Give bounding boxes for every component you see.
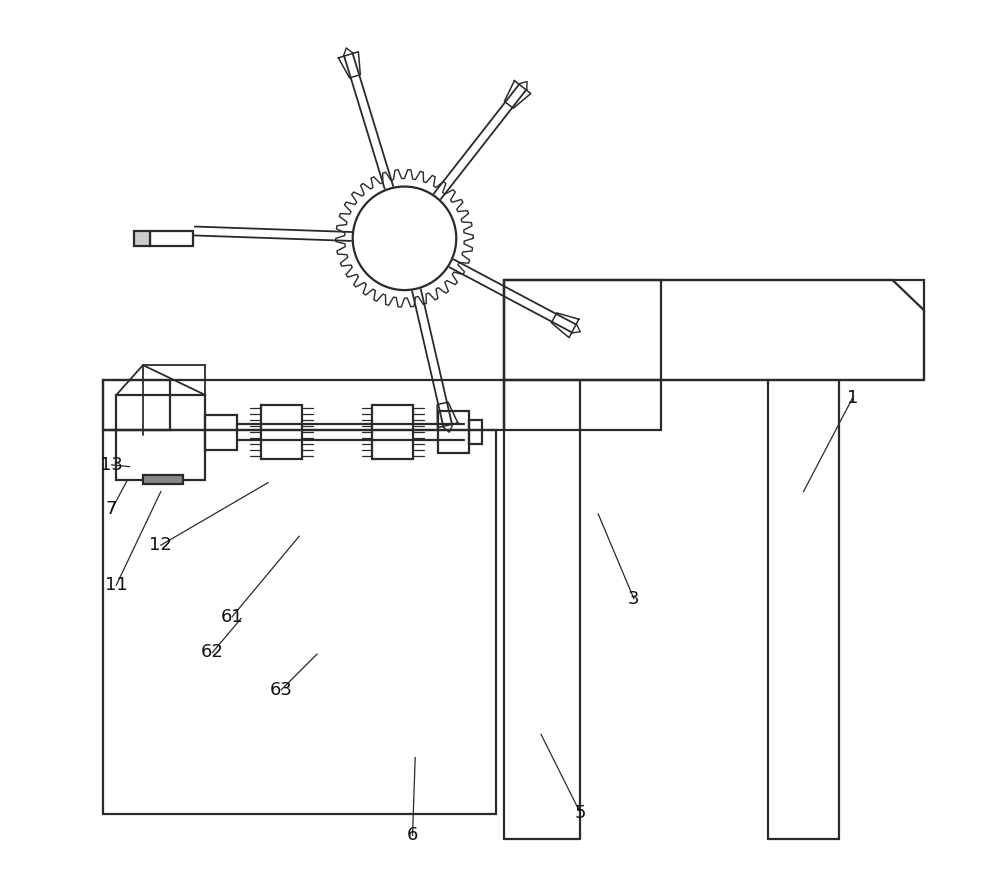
Bar	[103, 430, 496, 814]
Text: 63: 63	[270, 681, 293, 699]
Text: 61: 61	[221, 608, 244, 626]
Bar	[205, 415, 237, 450]
Bar	[261, 405, 302, 460]
Bar	[150, 231, 193, 246]
Bar	[143, 475, 183, 484]
Text: 62: 62	[201, 644, 224, 662]
Bar	[103, 380, 504, 430]
Bar	[116, 395, 205, 480]
Bar	[134, 231, 150, 246]
Bar	[504, 280, 924, 380]
Bar	[438, 411, 469, 453]
Bar	[504, 280, 661, 430]
Bar	[103, 380, 170, 430]
Text: 12: 12	[149, 536, 172, 554]
Circle shape	[353, 187, 456, 290]
Text: 7: 7	[106, 501, 117, 519]
Bar	[372, 405, 413, 460]
Text: 11: 11	[105, 577, 128, 595]
Text: 13: 13	[100, 456, 123, 474]
Text: 1: 1	[847, 389, 858, 407]
Bar	[469, 420, 482, 444]
Text: 3: 3	[628, 590, 640, 608]
Text: 6: 6	[407, 826, 418, 844]
Text: 5: 5	[575, 804, 586, 822]
